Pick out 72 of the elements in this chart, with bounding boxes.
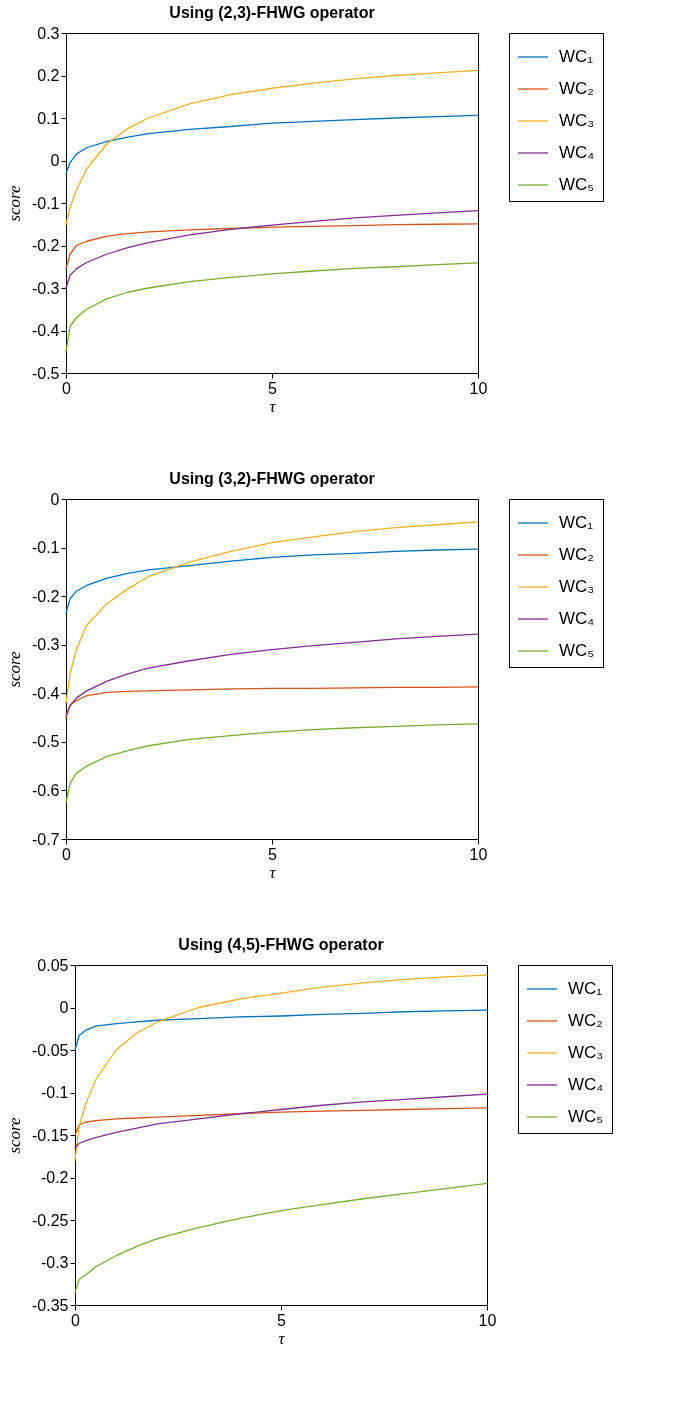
x-tick-label: 10 <box>469 845 488 863</box>
chart-title: Using (3,2)-FHWG operator <box>169 470 375 487</box>
y-tick-label: -0.2 <box>31 237 60 254</box>
line-series <box>74 1107 488 1136</box>
line-series <box>65 114 479 174</box>
y-tick-label: -0.7 <box>31 830 60 848</box>
line-series <box>65 262 479 353</box>
line-series <box>65 69 479 225</box>
y-tick-label: -0.3 <box>40 1254 69 1271</box>
y-tick-label: -0.05 <box>32 1041 69 1059</box>
line-series <box>65 521 479 704</box>
legend-label: WC₅ <box>568 1107 604 1126</box>
legend-label: WC₁ <box>559 47 594 66</box>
y-tick-label: 0.3 <box>37 24 60 42</box>
y-tick-label: -0.35 <box>32 1296 69 1314</box>
x-axis-title: τ <box>269 396 277 416</box>
legend-label: WC₂ <box>568 1011 603 1030</box>
y-tick-label: -0.5 <box>31 733 60 751</box>
line-series <box>65 548 479 614</box>
y-tick-label: -0.4 <box>31 684 60 702</box>
legend-label: WC₅ <box>559 641 595 660</box>
x-axis-title: τ <box>269 862 277 882</box>
y-tick-label: -0.15 <box>32 1126 69 1144</box>
y-axis-title: score <box>5 1116 25 1154</box>
y-axis-title: score <box>4 184 24 222</box>
y-tick-label: -0.1 <box>40 1084 69 1101</box>
x-tick-label: 5 <box>268 845 278 863</box>
chart-title: Using (4,5)-FHWG operator <box>178 936 384 953</box>
y-tick-label: 0 <box>59 999 69 1016</box>
legend-label: WC₁ <box>559 513 594 532</box>
line-series <box>65 223 479 270</box>
line-series <box>65 633 479 716</box>
x-tick-label: 10 <box>469 379 488 397</box>
line-series <box>74 1182 488 1293</box>
y-tick-label: -0.6 <box>31 781 60 799</box>
y-tick-label: -0.2 <box>31 587 60 605</box>
legend-label: WC₃ <box>559 577 595 596</box>
y-tick-label: 0.05 <box>37 956 69 974</box>
legend-label: WC₄ <box>568 1075 604 1094</box>
y-tick-label: -0.1 <box>31 539 60 557</box>
line-series <box>74 974 488 1162</box>
y-tick-label: 0 <box>50 152 60 169</box>
x-tick-label: 10 <box>478 1311 497 1329</box>
chart-title: Using (2,3)-FHWG operator <box>169 4 375 21</box>
x-axis-title: τ <box>278 1328 286 1348</box>
legend-label: WC₁ <box>568 979 603 998</box>
x-tick-label: 5 <box>268 379 278 397</box>
x-tick-label: 0 <box>71 1311 81 1329</box>
x-tick-label: 5 <box>277 1311 287 1329</box>
legend-label: WC₄ <box>559 609 595 628</box>
y-axis-title: score <box>4 650 24 688</box>
line-series <box>74 1009 488 1051</box>
y-tick-label: -0.3 <box>31 636 60 654</box>
line-series <box>65 686 479 719</box>
y-tick-label: -0.5 <box>31 364 60 382</box>
line-series <box>65 210 479 289</box>
y-tick-label: 0 <box>50 490 60 508</box>
line-series <box>65 723 479 804</box>
y-tick-label: -0.2 <box>40 1169 69 1186</box>
y-tick-label: -0.1 <box>31 194 60 212</box>
y-tick-label: -0.25 <box>32 1211 69 1229</box>
legend-label: WC₃ <box>568 1043 604 1062</box>
legend-label: WC₂ <box>559 79 594 98</box>
legend-label: WC₃ <box>559 111 595 130</box>
y-tick-label: -0.3 <box>31 279 60 297</box>
y-tick-label: 0.1 <box>37 109 60 127</box>
legend-label: WC₂ <box>559 545 594 564</box>
line-series <box>74 1093 488 1149</box>
legend-label: WC₅ <box>559 175 595 194</box>
y-tick-label: 0.2 <box>37 67 60 84</box>
y-tick-label: -0.4 <box>31 322 60 339</box>
legend-label: WC₄ <box>559 143 595 162</box>
